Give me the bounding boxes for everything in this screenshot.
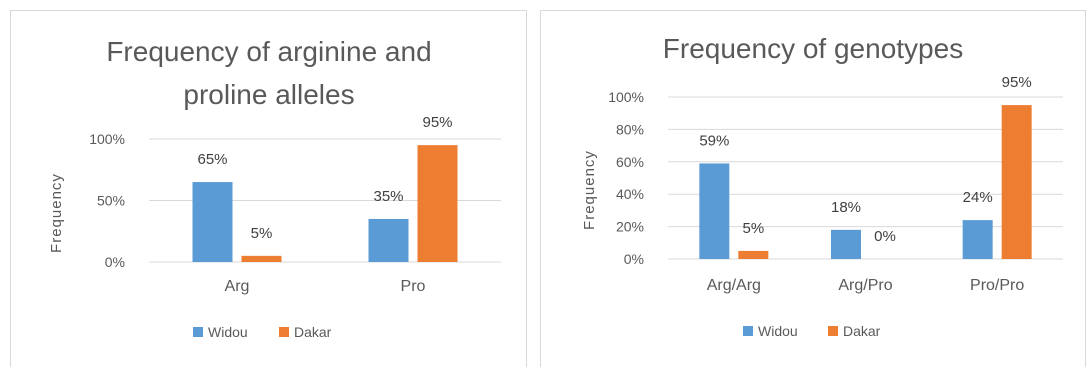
x-category-label: Arg/Pro: [838, 277, 892, 294]
y-tick-label: 40%: [616, 186, 644, 202]
legend-swatch: [279, 327, 289, 337]
legend-label: Widou: [208, 324, 248, 340]
allele-frequency-chart: Frequency of arginine and proline alleles…: [48, 36, 501, 340]
y-tick-label: 50%: [97, 193, 125, 209]
y-tick-label: 60%: [616, 154, 644, 170]
y-tick-label: 80%: [616, 121, 644, 137]
data-label: 59%: [699, 132, 729, 149]
bar-dakar-pro-pro: [1001, 105, 1032, 259]
bar-widou-arg: [192, 182, 233, 262]
x-category-label: Arg: [225, 278, 250, 295]
data-label: 18%: [831, 199, 861, 216]
bar-dakar-arg: [241, 255, 282, 262]
data-label: 65%: [197, 151, 227, 168]
data-label: 95%: [422, 114, 452, 131]
bar-widou-pro: [368, 218, 409, 262]
chart-title: Frequency of arginine and: [106, 36, 431, 67]
y-tick-label: 20%: [616, 219, 644, 235]
data-label: 95%: [1002, 74, 1032, 91]
y-tick-label: 0%: [624, 251, 644, 267]
bar-widou-arg-arg: [699, 163, 730, 259]
y-axis-label: Frequency: [48, 173, 65, 253]
data-label: 0%: [874, 228, 896, 245]
bar-dakar-arg-arg: [738, 250, 769, 259]
y-tick-label: 100%: [608, 89, 644, 105]
data-label: 5%: [742, 220, 764, 237]
genotype-frequency-chart-panel: Frequency of genotypes Frequency 0% 20% 40% 6…: [540, 10, 1086, 367]
data-label: 35%: [373, 188, 403, 205]
legend-label: Dakar: [294, 324, 332, 340]
y-axis-label: Frequency: [581, 150, 598, 230]
legend-swatch: [193, 327, 203, 337]
y-tick-label: 0%: [105, 254, 125, 270]
bar-widou-pro-pro: [962, 220, 993, 259]
data-label: 24%: [963, 189, 993, 206]
x-category-label: Pro/Pro: [970, 277, 1024, 294]
legend-swatch: [828, 326, 838, 336]
legend-swatch: [743, 326, 753, 336]
x-category-label: Pro: [401, 278, 426, 295]
legend-label: Widou: [758, 323, 798, 339]
bar-widou-arg-pro: [831, 229, 861, 259]
chart-title: proline alleles: [183, 79, 354, 110]
bar-dakar-pro: [417, 145, 458, 262]
genotype-frequency-chart: Frequency of genotypes Frequency 0% 20% 40% 6…: [581, 33, 1063, 339]
allele-frequency-chart-panel: Frequency of arginine and proline alleles…: [10, 10, 527, 367]
data-label: 5%: [251, 225, 273, 242]
legend-label: Dakar: [843, 323, 881, 339]
chart-title: Frequency of genotypes: [663, 33, 963, 64]
x-category-label: Arg/Arg: [707, 277, 761, 294]
y-tick-label: 100%: [89, 131, 125, 147]
